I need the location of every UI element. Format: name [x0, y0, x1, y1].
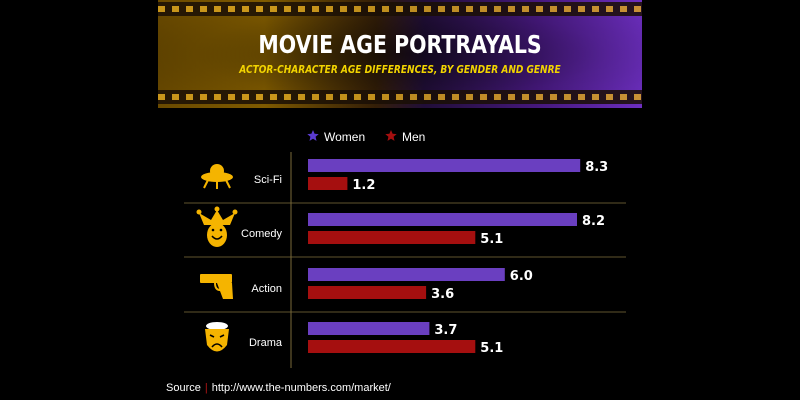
value-label: 3.6 [431, 287, 454, 302]
source-note: Source | http://www.the-numbers.com/market… [166, 382, 391, 394]
category-label: Sci-Fi [254, 174, 282, 186]
bar-men-comedy [308, 231, 476, 244]
value-label: 8.2 [582, 214, 605, 229]
source-url[interactable]: http://www.the-numbers.com/market/ [211, 382, 391, 394]
jester-icon [196, 206, 238, 247]
source-separator: | [204, 382, 208, 394]
bar-men-drama [308, 340, 476, 353]
theater-mask-icon [205, 322, 229, 352]
value-label: 6.0 [510, 269, 533, 284]
category-label: Action [251, 283, 282, 295]
chart-title: MOVIE AGE PORTRAYALS [258, 30, 542, 59]
value-label: 8.3 [585, 160, 608, 175]
legend-star-men [385, 130, 397, 141]
pistol-icon [200, 274, 233, 299]
film-strip-top [158, 2, 642, 16]
value-label: 5.1 [480, 341, 503, 356]
category-label: Comedy [241, 228, 282, 240]
legend-label-women: Women [324, 130, 365, 144]
value-label: 5.1 [480, 232, 503, 247]
title-banner: MOVIE AGE PORTRAYALS ACTOR-CHARACTER AGE… [158, 0, 642, 108]
bar-women-drama [308, 322, 430, 335]
value-label: 1.2 [352, 178, 375, 193]
category-label: Drama [249, 337, 283, 349]
value-label: 3.7 [434, 323, 457, 338]
bar-men-scifi [308, 177, 348, 190]
bar-women-comedy [308, 213, 577, 226]
film-strip-bottom [158, 90, 642, 104]
bar-women-scifi [308, 159, 581, 172]
legend-label-men: Men [402, 130, 425, 144]
ufo-icon [201, 164, 233, 189]
bar-women-action [308, 268, 505, 281]
bar-men-action [308, 286, 427, 299]
source-label: Source [166, 382, 201, 394]
legend-star-women [307, 130, 319, 141]
chart-subtitle: ACTOR-CHARACTER AGE DIFFERENCES, BY GEND… [239, 63, 561, 76]
